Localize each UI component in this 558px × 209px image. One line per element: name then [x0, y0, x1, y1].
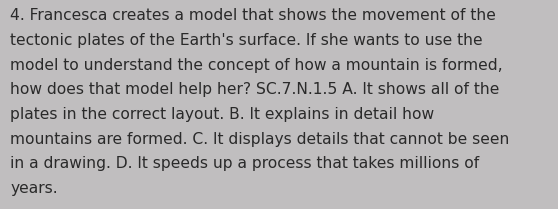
Text: 4. Francesca creates a model that shows the movement of the: 4. Francesca creates a model that shows … — [10, 8, 496, 23]
Text: model to understand the concept of how a mountain is formed,: model to understand the concept of how a… — [10, 58, 503, 73]
Text: how does that model help her? SC.7.N.1.5 A. It shows all of the: how does that model help her? SC.7.N.1.5… — [10, 82, 499, 97]
Text: years.: years. — [10, 181, 57, 196]
Text: plates in the correct layout. B. It explains in detail how: plates in the correct layout. B. It expl… — [10, 107, 434, 122]
Text: in a drawing. D. It speeds up a process that takes millions of: in a drawing. D. It speeds up a process … — [10, 156, 479, 171]
Text: tectonic plates of the Earth's surface. If she wants to use the: tectonic plates of the Earth's surface. … — [10, 33, 483, 48]
Text: mountains are formed. C. It displays details that cannot be seen: mountains are formed. C. It displays det… — [10, 132, 509, 147]
